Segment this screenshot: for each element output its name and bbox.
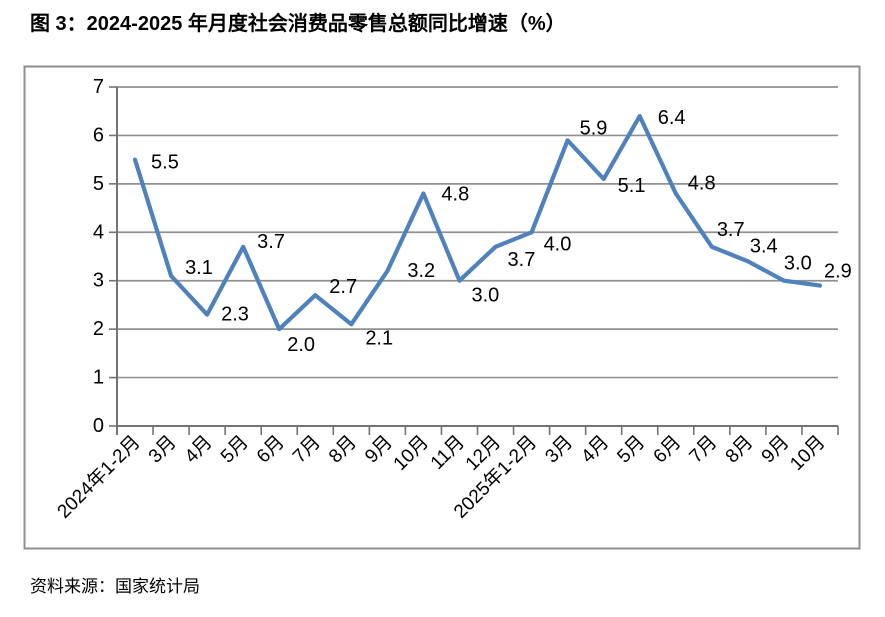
x-axis-tick-label: 8月 xyxy=(722,432,758,468)
y-axis-tick-label: 4 xyxy=(93,221,104,243)
y-axis-tick-label: 0 xyxy=(93,415,104,437)
x-axis-tick-label: 6月 xyxy=(253,432,289,468)
x-axis-tick-label: 2024年1-2月 xyxy=(53,431,145,523)
y-axis-tick-label: 2 xyxy=(93,318,104,340)
data-labels: 5.5 3.1 2.3 3.7 2.0 2.7 2.1 3.2 4.8 3.0 3.7 4.0 5.9 5… xyxy=(151,107,852,356)
data-label: 4.8 xyxy=(688,173,716,195)
data-label: 3.2 xyxy=(407,260,435,282)
source-note: 资料来源：国家统计局 xyxy=(30,577,200,596)
x-axis-tick-label: 7月 xyxy=(289,432,325,468)
data-label: 2.0 xyxy=(287,334,315,356)
data-label: 2.3 xyxy=(221,304,249,326)
data-label: 6.4 xyxy=(658,107,686,129)
data-label: 3.7 xyxy=(717,219,745,241)
x-axis-tick-label: 4月 xyxy=(577,432,613,468)
y-axis-tick-label: 6 xyxy=(93,124,104,146)
data-label: 3.4 xyxy=(750,235,778,257)
x-axis-tick-label: 11月 xyxy=(427,432,469,474)
data-label: 3.7 xyxy=(257,231,285,253)
data-label: 3.7 xyxy=(508,249,536,271)
data-label: 2.7 xyxy=(329,276,357,298)
x-axis-tick-label: 3月 xyxy=(145,432,181,468)
data-label: 2.9 xyxy=(824,261,852,283)
x-axis-tick-label: 10月 xyxy=(390,432,433,475)
chart-border xyxy=(23,65,861,550)
x-axis-tick-label: 6月 xyxy=(650,432,686,468)
data-label: 3.0 xyxy=(471,285,499,307)
data-label: 5.9 xyxy=(580,117,608,139)
data-label: 3.0 xyxy=(784,253,812,275)
x-axis-tick-label: 10月 xyxy=(786,432,829,475)
data-label: 5.1 xyxy=(618,175,646,197)
axis-ticks xyxy=(109,86,839,435)
series-line xyxy=(132,113,823,332)
data-label: 5.5 xyxy=(151,152,179,174)
y-axis-tick-label: 3 xyxy=(93,270,104,292)
data-label: 3.1 xyxy=(185,257,213,279)
x-axis-tick-label: 7月 xyxy=(686,432,722,468)
x-axis-tick-label: 5月 xyxy=(613,432,649,468)
y-axis-tick-label: 5 xyxy=(93,173,104,195)
data-label: 4.8 xyxy=(441,184,469,206)
y-axis-tick-label: 1 xyxy=(93,367,104,389)
data-label: 4.0 xyxy=(544,233,572,255)
y-axis-labels: 0 1 2 3 4 5 6 7 xyxy=(93,76,104,437)
y-axis-tick-label: 7 xyxy=(93,76,104,98)
figure-title: 图 3：2024-2025 年月度社会消费品零售总额同比增速（%） xyxy=(30,13,566,35)
x-axis-tick-label: 3月 xyxy=(541,432,577,468)
x-axis-tick-label: 4月 xyxy=(181,432,217,468)
x-axis-tick-label: 8月 xyxy=(325,432,361,468)
x-axis-labels: 2024年1-2月 3月 4月 5月 6月 7月 8月 9月10月11月12月2025年1-2… xyxy=(53,431,830,523)
x-axis-tick-label: 5月 xyxy=(217,432,253,468)
gridlines xyxy=(117,86,838,379)
data-label: 2.1 xyxy=(365,327,393,349)
